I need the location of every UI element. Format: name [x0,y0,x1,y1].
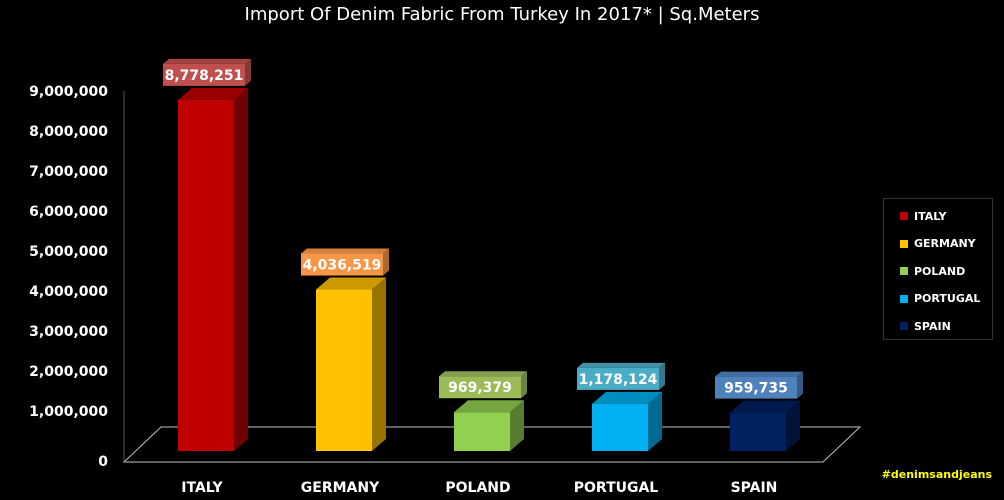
label-side [245,58,251,86]
legend-label: POLAND [914,264,966,278]
legend-label: PORTUGAL [914,292,981,305]
label-top [715,371,803,377]
label-top [439,371,527,377]
bar-top [178,87,248,100]
legend-swatch [900,322,908,330]
bar-front [730,412,786,451]
y-tick-label: 3,000,000 [29,324,108,340]
x-tick-label: POLAND [445,480,510,496]
bar-front [316,289,372,451]
hashtag-watermark: #denimsandjeans [881,468,992,481]
x-tick-label: SPAIN [731,480,778,496]
label-side [521,371,527,399]
chart-title: Import Of Denim Fabric From Turkey In 20… [244,4,760,25]
y-tick-label: 8,000,000 [29,124,108,140]
y-tick-label: 2,000,000 [29,364,108,380]
bar-top [730,400,800,413]
y-tick-label: 1,000,000 [29,404,108,420]
x-tick-label: ITALY [181,480,223,496]
y-tick-label: 0 [98,454,108,470]
label-box [577,367,659,390]
x-tick-label: PORTUGAL [574,480,659,496]
y-tick-label: 5,000,000 [29,244,108,260]
data-label-italy: 8,778,251 [163,58,251,86]
legend-item-poland: POLAND [900,264,965,278]
legend-swatch [900,212,908,220]
legend-item-portugal: PORTUGAL [900,292,980,306]
legend-label: GERMANY [914,237,976,250]
data-label-poland: 969,379 [439,371,527,399]
data-label-spain: 959,735 [715,371,803,399]
y-axis-ticks: 0 1,000,000 2,000,000 3,000,000 4,000,000 5,0… [29,84,108,470]
x-tick-label: GERMANY [301,480,380,496]
bar-top [316,277,386,290]
legend-swatch [900,267,908,275]
y-tick-label: 7,000,000 [29,164,108,180]
bar-portugal [592,391,662,451]
data-labels: 8,778,251 4,036,519 969,379 1,178,124 959,73… [163,58,803,399]
legend-item-germany: GERMANY [900,237,976,251]
data-label-text: 959,735 [724,381,788,397]
label-box [715,376,797,399]
label-top [577,362,665,368]
data-label-text: 8,778,251 [165,68,244,84]
bar-side [786,400,800,451]
bar-side [510,400,524,451]
legend-swatch [900,294,908,303]
x-axis-ticks: ITALY GERMANY POLAND PORTUGAL SPAIN [181,480,777,496]
label-top [301,248,389,254]
label-box [439,376,521,399]
floor-plane [122,426,862,463]
data-label-portugal: 1,178,124 [577,362,665,390]
legend-swatch [900,239,908,248]
bar-side [372,277,386,451]
y-tick-label: 6,000,000 [29,204,108,220]
legend-item-italy: ITALY [900,209,947,223]
label-side [659,362,665,390]
chart-floor [122,91,862,463]
y-tick-label: 9,000,000 [29,84,108,100]
legend-item-spain: SPAIN [900,319,951,333]
legend-label: ITALY [914,209,947,223]
bar-front [178,99,234,451]
y-tick-label: 4,000,000 [29,284,108,300]
label-box [301,253,383,276]
data-label-text: 969,379 [448,380,512,396]
label-top [163,58,251,64]
label-side [797,371,803,399]
bar-germany [316,277,386,451]
data-label-text: 1,178,124 [579,372,658,388]
bars [178,87,800,451]
label-box [163,63,245,86]
bar-front [592,403,648,451]
bar-side [234,87,248,451]
bar-top [592,391,662,404]
label-side [383,248,389,276]
legend: ITALY GERMANY POLAND PORTUGAL SPAIN [883,198,993,340]
data-label-germany: 4,036,519 [301,248,389,276]
bar-side [648,391,662,451]
bar-front [454,412,510,451]
bar-italy [178,87,248,451]
legend-label: SPAIN [914,319,951,333]
data-label-text: 4,036,519 [303,258,382,274]
bar-poland [454,400,524,451]
bar-top [454,400,524,413]
bar-spain [730,400,800,451]
